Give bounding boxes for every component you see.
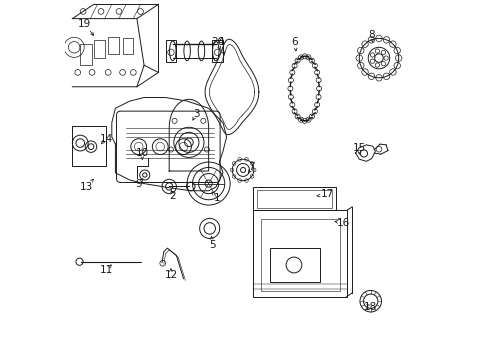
- Text: 19: 19: [78, 19, 93, 35]
- Text: 20: 20: [211, 37, 224, 50]
- Text: 13: 13: [80, 179, 93, 192]
- Text: 18: 18: [363, 302, 376, 312]
- Text: 8: 8: [368, 30, 374, 42]
- Text: 9: 9: [135, 179, 142, 189]
- Text: 11: 11: [100, 265, 113, 275]
- Text: 6: 6: [291, 37, 297, 51]
- Text: 4: 4: [218, 37, 224, 54]
- Polygon shape: [355, 145, 375, 161]
- Bar: [122, 39, 133, 54]
- Bar: [257, 190, 332, 208]
- Text: 1: 1: [212, 192, 221, 203]
- Bar: [94, 40, 104, 58]
- Text: 14: 14: [100, 134, 113, 144]
- Bar: [108, 37, 119, 54]
- Text: 16: 16: [334, 218, 349, 228]
- Text: 2: 2: [169, 191, 176, 201]
- Bar: [260, 220, 339, 291]
- Text: 7: 7: [248, 162, 254, 173]
- Polygon shape: [72, 19, 144, 87]
- Bar: [212, 40, 223, 62]
- Bar: [80, 44, 92, 65]
- Bar: [253, 187, 335, 211]
- Bar: [269, 248, 319, 282]
- Text: 17: 17: [316, 189, 333, 199]
- Bar: [165, 40, 176, 62]
- Bar: [72, 126, 105, 166]
- Text: 10: 10: [136, 148, 148, 159]
- Text: 15: 15: [352, 143, 365, 154]
- Text: 12: 12: [164, 269, 177, 280]
- Bar: [253, 211, 346, 297]
- Text: 3: 3: [192, 109, 199, 120]
- Text: 5: 5: [208, 237, 215, 249]
